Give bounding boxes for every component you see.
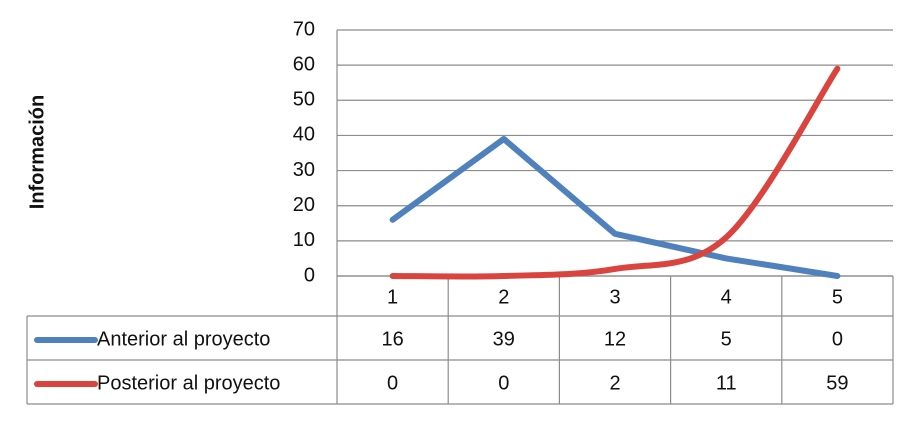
table-value: 16: [381, 328, 403, 350]
x-tick-label: 1: [387, 286, 398, 308]
table-value: 0: [387, 372, 398, 394]
y-tick-label: 40: [293, 124, 315, 146]
table-value: 0: [832, 328, 843, 350]
x-tick-label: 2: [498, 286, 509, 308]
series-line: [389, 135, 841, 279]
y-tick-label: 0: [304, 264, 315, 286]
y-tick-label: 60: [293, 53, 315, 75]
table-value: 5: [721, 328, 732, 350]
table-value: 11: [716, 372, 737, 394]
table-value: 0: [498, 372, 509, 394]
y-tick-label: 10: [293, 229, 315, 251]
legend-label: Anterior al proyecto: [97, 328, 270, 350]
y-axis-label: Información: [26, 95, 48, 209]
table-value: 2: [609, 372, 620, 394]
table-value: 39: [493, 328, 515, 350]
x-tick-label: 5: [832, 286, 843, 308]
series-line: [389, 65, 841, 280]
table-value: 12: [604, 328, 626, 350]
table-value: 59: [826, 372, 848, 394]
y-tick-label: 70: [293, 18, 315, 40]
x-tick-label: 3: [609, 286, 620, 308]
y-tick-label: 30: [293, 159, 315, 181]
y-tick-label: 50: [293, 89, 315, 111]
y-tick-label: 20: [293, 194, 315, 216]
x-tick-label: 4: [721, 286, 732, 308]
legend-label: Posterior al proyecto: [97, 372, 280, 394]
